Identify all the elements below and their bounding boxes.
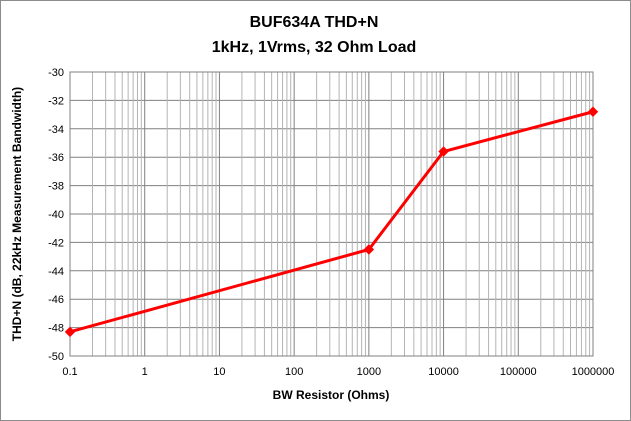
x-axis-title: BW Resistor (Ohms) [273, 388, 390, 402]
y-axis-title: THD+N (dB, 22kHz Measurement Bandwidth) [10, 87, 24, 341]
y-tick-label: -36 [48, 152, 64, 164]
y-tick-label: -38 [48, 181, 64, 193]
x-tick-label: 1 [142, 366, 148, 378]
y-tick-label: -30 [48, 67, 64, 79]
y-tick-label: -42 [48, 237, 64, 249]
series-layer [64, 106, 599, 338]
series-line [68, 110, 595, 334]
chart-subtitle: 1kHz, 1Vrms, 32 Ohm Load [212, 39, 417, 56]
x-tick-label: 1000000 [572, 366, 615, 378]
y-tick-label: -34 [48, 124, 64, 136]
y-axis-tick-labels: -30 -32 -34 -36 -38 -40 -42 -44 -46 -48 -50 [48, 67, 64, 363]
data-point-marker [363, 244, 375, 255]
x-tick-label: 10000 [428, 366, 459, 378]
chart-title: BUF634A THD+N [250, 14, 379, 31]
data-point-marker [438, 146, 449, 157]
plot-area-border [69, 71, 594, 357]
grid [69, 71, 594, 357]
data-point-marker [587, 106, 599, 117]
x-tick-label: 0.1 [62, 366, 77, 378]
y-tick-label: -32 [48, 95, 64, 107]
x-tick-label: 10 [213, 366, 225, 378]
data-point-marker [64, 326, 76, 338]
y-tick-label: -46 [48, 294, 64, 306]
x-axis-tick-labels: 0.1 1 10 100 1000 10000 100000 1000000 [62, 366, 614, 378]
y-tick-label: -40 [48, 209, 64, 221]
x-tick-label: 100000 [500, 366, 537, 378]
y-tick-label: -50 [48, 351, 64, 363]
x-tick-label: 1000 [357, 366, 381, 378]
y-tick-label: -44 [48, 266, 64, 278]
y-tick-label: -48 [48, 323, 64, 335]
x-tick-label: 100 [285, 366, 303, 378]
